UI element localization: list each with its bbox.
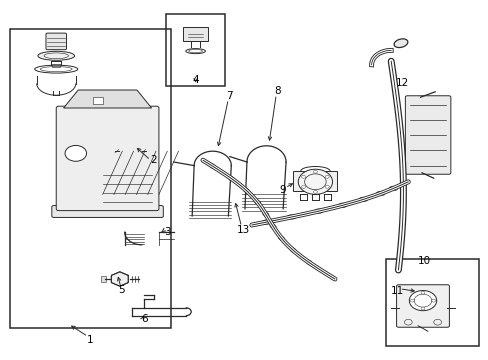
Text: 13: 13 <box>236 225 249 235</box>
Bar <box>293 171 337 191</box>
Bar <box>183 27 207 41</box>
Polygon shape <box>111 272 128 286</box>
Circle shape <box>313 170 317 173</box>
Bar <box>10 29 171 328</box>
Text: 9: 9 <box>279 185 285 195</box>
Circle shape <box>301 185 305 188</box>
Bar <box>93 97 102 104</box>
Text: 1: 1 <box>87 335 94 345</box>
Text: 10: 10 <box>417 256 429 266</box>
Circle shape <box>431 299 435 302</box>
Circle shape <box>408 291 436 311</box>
Text: 6: 6 <box>141 314 148 324</box>
FancyBboxPatch shape <box>396 285 448 327</box>
Circle shape <box>65 145 86 161</box>
Text: 2: 2 <box>150 155 157 165</box>
Bar <box>386 259 478 346</box>
Text: 7: 7 <box>226 91 233 101</box>
Circle shape <box>420 307 424 310</box>
Bar <box>117 144 142 158</box>
Circle shape <box>420 291 424 294</box>
Ellipse shape <box>393 39 407 48</box>
FancyBboxPatch shape <box>56 106 159 211</box>
FancyBboxPatch shape <box>405 96 450 174</box>
Text: 4: 4 <box>192 75 199 85</box>
Bar <box>121 147 138 156</box>
Text: 8: 8 <box>274 86 281 96</box>
Circle shape <box>325 175 328 178</box>
FancyBboxPatch shape <box>52 206 163 217</box>
Bar <box>52 64 60 67</box>
Text: 3: 3 <box>163 227 170 237</box>
Circle shape <box>325 185 328 188</box>
Text: 12: 12 <box>394 78 408 88</box>
Text: 5: 5 <box>118 285 124 295</box>
Bar <box>101 276 106 282</box>
Ellipse shape <box>38 51 74 60</box>
Circle shape <box>301 175 305 178</box>
Bar <box>166 14 224 86</box>
Polygon shape <box>63 90 151 108</box>
Circle shape <box>313 190 317 193</box>
Circle shape <box>298 169 332 194</box>
Circle shape <box>409 299 413 302</box>
Text: 11: 11 <box>389 286 403 296</box>
FancyBboxPatch shape <box>46 33 66 50</box>
